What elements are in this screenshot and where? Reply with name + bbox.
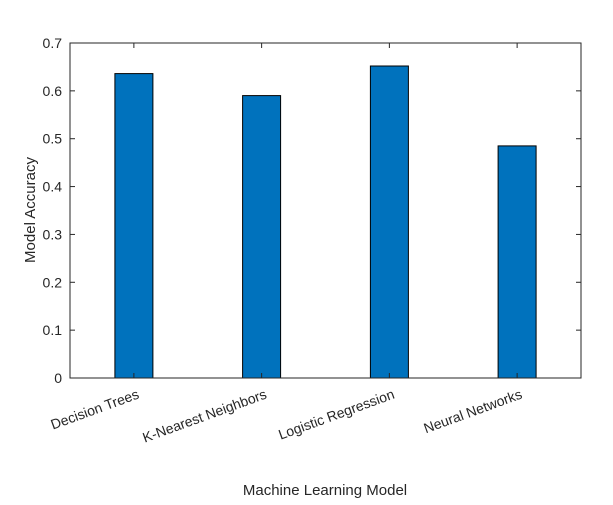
y-tick-label: 0.7 bbox=[43, 35, 63, 51]
x-tick-label: Decision Trees bbox=[48, 386, 140, 433]
y-tick-label: 0.1 bbox=[43, 322, 63, 338]
y-tick-label: 0.5 bbox=[43, 131, 63, 147]
y-tick-label: 0.4 bbox=[43, 179, 63, 195]
x-tick-label: Logistic Regression bbox=[276, 386, 396, 443]
x-tick-label: K-Nearest Neighbors bbox=[140, 386, 268, 446]
bar-group bbox=[114, 65, 537, 379]
y-tick-label: 0.2 bbox=[43, 274, 63, 290]
plot-area bbox=[70, 43, 581, 378]
bar-1 bbox=[114, 73, 154, 379]
x-tick-label: Neural Networks bbox=[421, 386, 524, 436]
y-tick-label: 0 bbox=[54, 370, 62, 386]
plot-frame bbox=[69, 42, 582, 379]
x-axis-title: Machine Learning Model bbox=[243, 482, 407, 499]
y-axis-title: Model Accuracy bbox=[22, 157, 39, 263]
bar-2 bbox=[242, 95, 282, 379]
y-tick-label: 0.6 bbox=[43, 83, 63, 99]
bar-4 bbox=[497, 145, 537, 379]
y-tick-label: 0.3 bbox=[43, 226, 63, 242]
bar-3 bbox=[369, 65, 409, 379]
